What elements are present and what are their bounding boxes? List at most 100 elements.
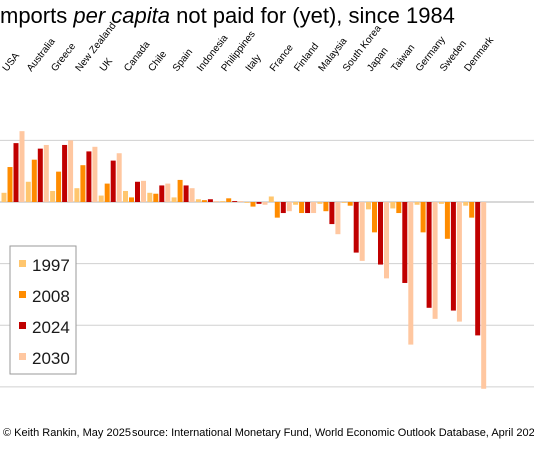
bar [74, 188, 80, 202]
bar [183, 185, 189, 202]
legend-box [9, 245, 77, 375]
bar [13, 143, 19, 202]
bar [438, 202, 444, 204]
bar [232, 201, 238, 202]
bar [390, 202, 396, 209]
bar [274, 202, 280, 218]
bar [43, 144, 49, 202]
bar [201, 200, 207, 202]
legend-swatch [19, 353, 26, 360]
bar [220, 201, 226, 202]
bar [50, 190, 56, 202]
bar [165, 183, 171, 202]
category-label: France [268, 42, 296, 74]
bar [396, 202, 402, 214]
bar [37, 148, 43, 202]
bar [19, 131, 25, 202]
bar [286, 202, 292, 212]
bar [323, 202, 329, 212]
bar [177, 179, 183, 202]
bar [262, 202, 268, 205]
legend-label: 2030 [32, 349, 70, 368]
category-label: Italy [244, 53, 264, 74]
bar [56, 171, 62, 202]
bar [444, 202, 450, 239]
bar [481, 202, 487, 389]
bar [414, 202, 420, 205]
bar [329, 202, 335, 225]
bar [293, 202, 299, 205]
category-label: Chile [146, 49, 169, 74]
bar [80, 165, 86, 202]
chart-title: mports per capita not paid for (yet), si… [0, 3, 455, 28]
bar [408, 202, 414, 345]
bar [420, 202, 426, 233]
bars [1, 131, 487, 389]
bar [359, 202, 365, 261]
bar [226, 198, 232, 202]
bar [129, 197, 134, 202]
bar [98, 195, 104, 202]
bar [7, 167, 13, 202]
bar [62, 144, 68, 202]
legend-label: 2024 [32, 318, 70, 337]
legend-swatch [19, 260, 26, 267]
bar [268, 196, 274, 202]
bar [456, 202, 462, 322]
footer-source: source: International Monetary Fund, Wor… [132, 427, 534, 439]
bar [250, 202, 256, 207]
category-label: USA [1, 51, 23, 74]
bar [213, 201, 219, 202]
bar [378, 202, 383, 265]
bar [135, 181, 140, 202]
bar [432, 202, 438, 319]
legend-swatch [19, 291, 26, 298]
bar [110, 160, 116, 202]
bar [402, 202, 408, 283]
bar [153, 193, 159, 202]
bar [335, 202, 341, 235]
bar [366, 202, 371, 210]
bar [256, 202, 262, 204]
bar [244, 202, 250, 203]
category-label: Finland [292, 41, 321, 74]
category-label: Japan [365, 46, 390, 74]
category-label: Taiwan [389, 43, 417, 74]
bar [189, 188, 195, 202]
bar [171, 197, 177, 202]
bar [68, 140, 74, 202]
bar [195, 199, 201, 202]
bar [92, 146, 98, 202]
legend: 1997 2008 2024 2030 [9, 245, 77, 375]
bar [299, 202, 305, 214]
bar [104, 183, 110, 202]
bar [141, 180, 146, 202]
bar [469, 202, 475, 218]
legend-label: 2008 [32, 287, 70, 306]
bar [426, 202, 432, 308]
legend-label: 1997 [32, 256, 70, 275]
bar [341, 202, 347, 203]
bar [372, 202, 377, 233]
category-label: Spain [171, 47, 195, 74]
bar [463, 202, 469, 206]
footer-author: © Keith Rankin, May 2025 [3, 427, 131, 439]
bar [159, 185, 165, 202]
bar [311, 202, 317, 214]
bar [86, 151, 92, 202]
bar [123, 190, 128, 202]
bar [353, 202, 359, 253]
bar [238, 201, 244, 202]
bar [1, 192, 7, 202]
bar [384, 202, 389, 279]
bar [31, 159, 37, 202]
bar [450, 202, 456, 311]
category-label: UK [98, 56, 115, 74]
bar [475, 202, 481, 336]
bar [116, 153, 122, 202]
bar [147, 192, 153, 202]
legend-swatch [19, 322, 26, 329]
bar [347, 202, 353, 206]
